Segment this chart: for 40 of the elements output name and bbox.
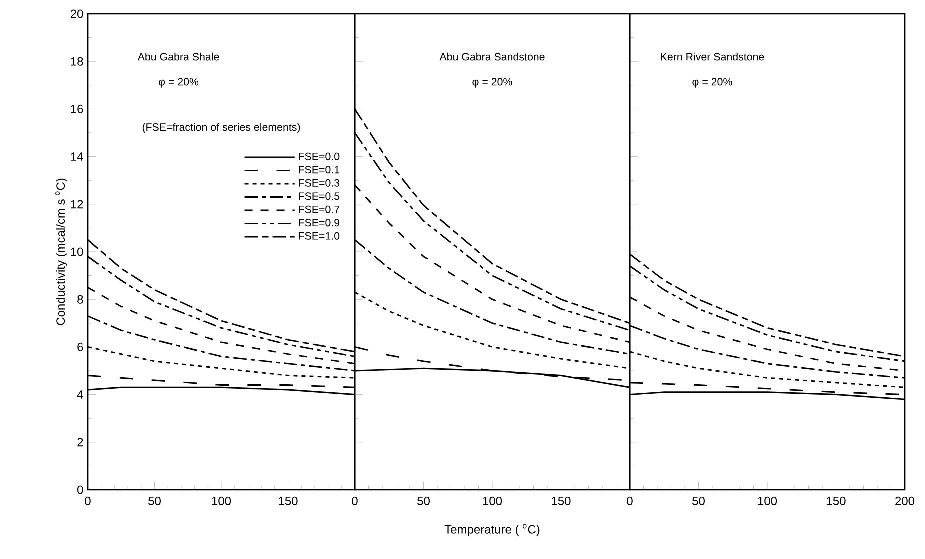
y-tick-label: 12 (71, 200, 84, 209)
legend-label: FSE=0.7 (299, 206, 340, 214)
y-tick-label: 10 (71, 248, 84, 256)
legend-label: FSE=0.3 (299, 179, 340, 187)
x-tick-label: 100 (758, 496, 778, 506)
y-tick-label: 8 (78, 295, 84, 304)
x-axis-title: Temperature ( $^{o}$C) (444, 524, 540, 536)
x-tick-label: 50 (148, 496, 161, 506)
legend-label: FSE=1.0 (299, 232, 340, 240)
y-tick-label: 2 (78, 438, 84, 447)
x-tick-label: 200 (896, 496, 915, 506)
y-tick-label: 16 (71, 104, 84, 114)
annotation: (FSE=fraction of series elements) (142, 123, 300, 134)
annotation: φ = 20% (692, 78, 732, 88)
legend-label: FSE=0.1 (299, 166, 340, 174)
y-tick-label: 6 (78, 342, 84, 352)
annotation: Abu Gabra Shale (138, 52, 220, 61)
legend-label: FSE=0.0 (299, 152, 340, 160)
x-tick-label: 0 (352, 496, 358, 506)
y-tick-label: 0 (78, 486, 84, 494)
x-tick-label: 0 (627, 496, 633, 506)
x-tick-label: 150 (552, 496, 571, 506)
x-tick-label: 50 (692, 496, 705, 506)
x-tick-label: 150 (279, 496, 298, 506)
x-tick-label: 100 (212, 496, 232, 506)
annotation: Kern River Sandstone (661, 52, 764, 61)
y-tick-label: 20 (71, 10, 84, 18)
y-axis-title: Conductivity (mcal/cm s $^{o}$C) (56, 178, 68, 326)
y-tick-label: 14 (71, 152, 84, 161)
x-tick-label: 100 (483, 496, 502, 506)
x-tick-label: 0 (85, 496, 91, 506)
annotation: Abu Gabra Sandstone (440, 52, 545, 61)
legend-label: FSE=0.9 (299, 219, 340, 227)
annotation: φ = 20% (472, 78, 512, 88)
x-tick-label: 50 (418, 496, 430, 506)
annotation: φ = 20% (159, 78, 199, 88)
x-tick-label: 150 (827, 496, 846, 506)
y-tick-label: 4 (77, 390, 84, 399)
legend-label: FSE=0.5 (299, 192, 340, 200)
y-tick-label: 18 (71, 57, 84, 66)
